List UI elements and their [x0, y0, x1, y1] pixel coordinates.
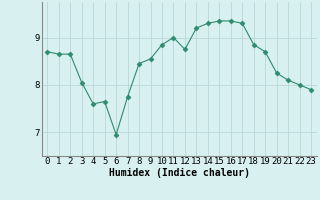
X-axis label: Humidex (Indice chaleur): Humidex (Indice chaleur): [109, 168, 250, 178]
